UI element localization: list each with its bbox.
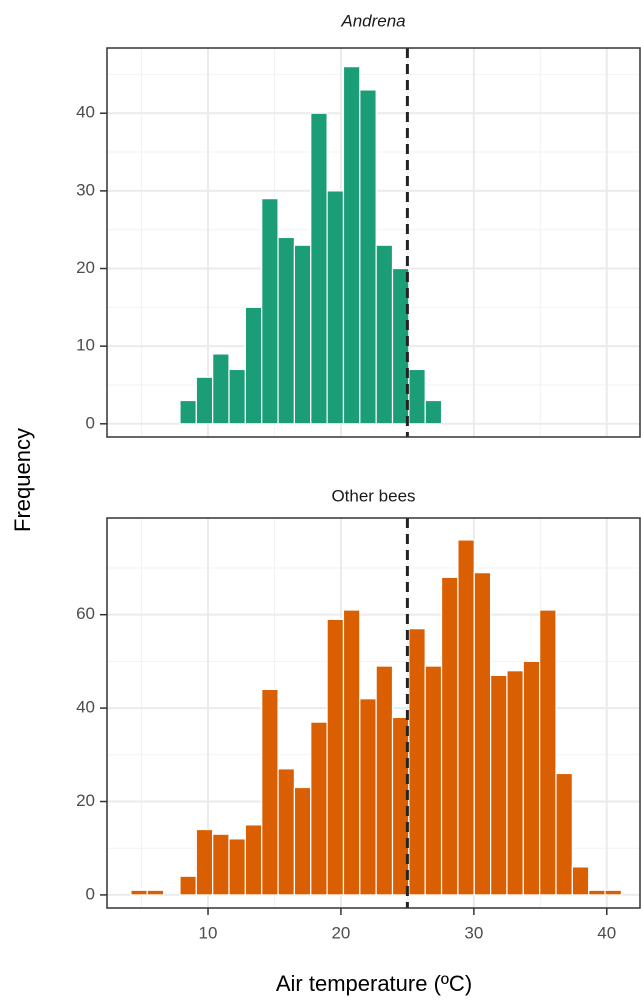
bar bbox=[261, 688, 279, 896]
bar bbox=[293, 786, 312, 896]
bar bbox=[588, 889, 606, 896]
x-tick-label: 10 bbox=[199, 923, 218, 942]
bar bbox=[539, 609, 557, 896]
bar bbox=[228, 838, 246, 896]
bar bbox=[293, 244, 312, 425]
bar bbox=[277, 768, 296, 896]
bar bbox=[342, 66, 361, 425]
bar bbox=[261, 198, 279, 425]
bar bbox=[375, 244, 394, 425]
bar bbox=[310, 721, 328, 896]
bar bbox=[146, 889, 165, 896]
bar bbox=[195, 376, 214, 425]
bar bbox=[277, 236, 296, 425]
y-tick-label: 0 bbox=[86, 413, 95, 432]
bar bbox=[326, 190, 345, 425]
bar bbox=[179, 875, 197, 896]
y-tick-label: 30 bbox=[76, 180, 95, 199]
bar bbox=[310, 112, 328, 425]
x-tick-label: 30 bbox=[464, 923, 483, 942]
bar bbox=[244, 306, 263, 425]
x-tick-label: 40 bbox=[597, 923, 616, 942]
bar bbox=[473, 572, 492, 896]
x-axis-title: Air temperature (ºC) bbox=[276, 971, 472, 996]
y-tick-label: 20 bbox=[76, 791, 95, 810]
bar bbox=[391, 267, 410, 425]
bar bbox=[522, 660, 541, 896]
facet-title: Andrena bbox=[340, 11, 405, 30]
panel-border bbox=[106, 517, 641, 909]
bar bbox=[326, 618, 345, 896]
y-tick-label: 60 bbox=[76, 604, 95, 623]
bar bbox=[571, 866, 590, 896]
bar bbox=[130, 889, 148, 896]
y-tick-label: 0 bbox=[86, 884, 95, 903]
y-tick-label: 40 bbox=[76, 103, 95, 122]
bar bbox=[359, 89, 377, 425]
bar bbox=[375, 665, 394, 896]
bar bbox=[408, 368, 426, 425]
bar bbox=[212, 833, 230, 896]
bar bbox=[506, 670, 524, 896]
bar bbox=[424, 665, 443, 896]
bar bbox=[457, 539, 475, 896]
bar bbox=[228, 368, 246, 425]
bar bbox=[555, 772, 573, 896]
facet-title: Other bees bbox=[331, 486, 415, 505]
bar bbox=[440, 576, 459, 896]
bar bbox=[604, 889, 622, 896]
bar bbox=[342, 609, 361, 896]
bar bbox=[179, 399, 197, 425]
y-axis-title: Frequency bbox=[10, 428, 35, 532]
x-tick-label: 20 bbox=[331, 923, 350, 942]
bar bbox=[490, 674, 508, 896]
y-tick-label: 20 bbox=[76, 258, 95, 277]
bar bbox=[408, 628, 426, 896]
y-tick-label: 10 bbox=[76, 336, 95, 355]
y-tick-label: 40 bbox=[76, 698, 95, 717]
bar bbox=[359, 698, 377, 896]
bar bbox=[244, 824, 263, 896]
bar bbox=[212, 353, 230, 425]
bar bbox=[424, 399, 443, 425]
panel-border bbox=[106, 47, 641, 438]
bar bbox=[195, 828, 214, 896]
